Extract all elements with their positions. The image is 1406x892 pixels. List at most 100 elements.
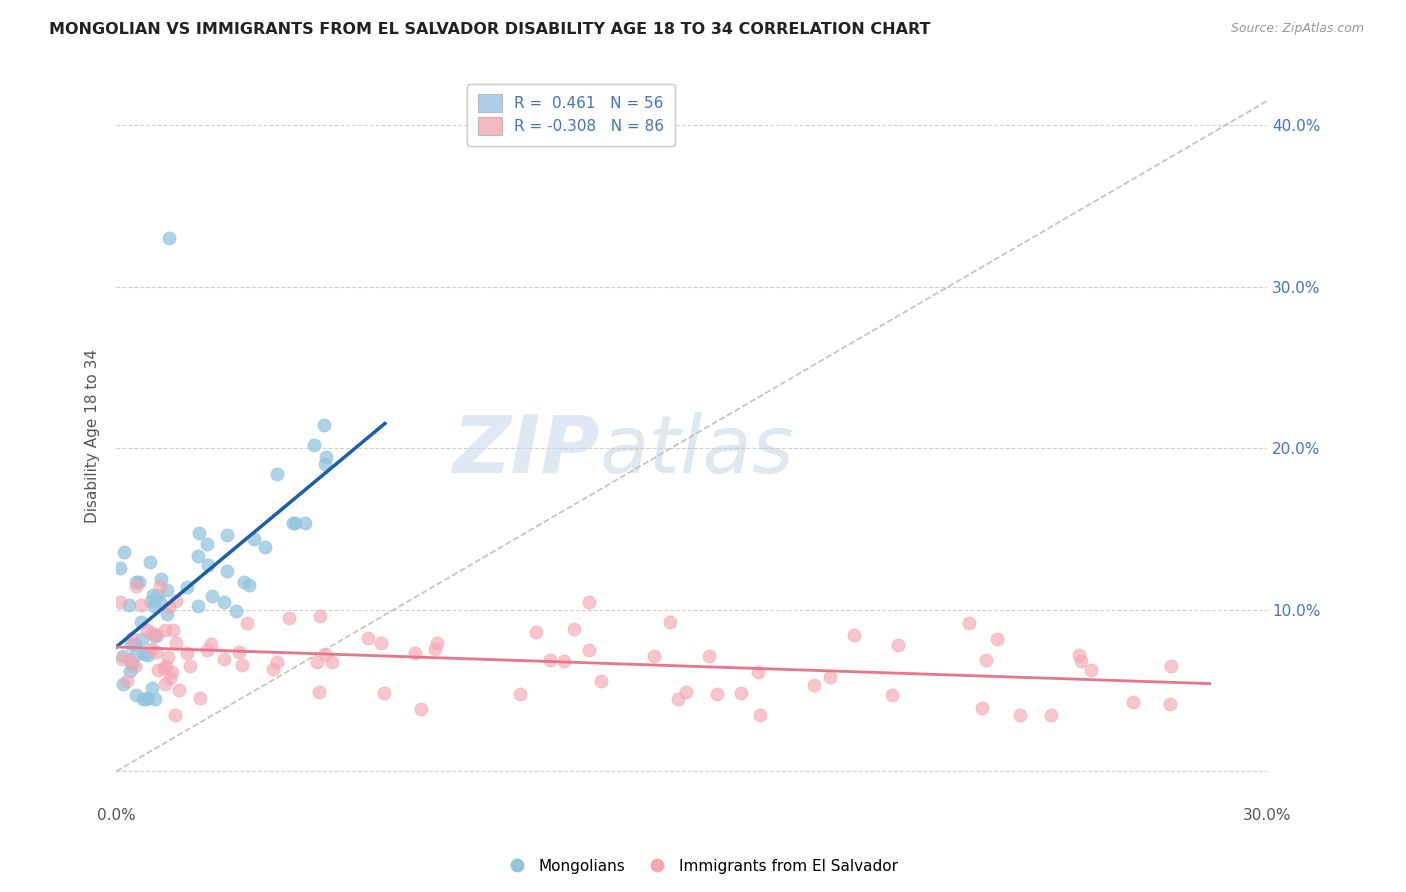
Point — [157, 599, 180, 614]
Point — [108, 561, 131, 575]
Point — [524, 624, 547, 639]
Point — [314, 417, 336, 432]
Point — [155, 658, 177, 673]
Point — [228, 645, 250, 659]
Point — [803, 678, 825, 692]
Point — [156, 649, 179, 664]
Point — [747, 665, 769, 680]
Point — [266, 467, 288, 482]
Point — [197, 558, 219, 573]
Point — [129, 615, 152, 629]
Point — [976, 653, 998, 667]
Point — [124, 637, 146, 651]
Point — [114, 545, 136, 559]
Point — [262, 662, 284, 676]
Point — [146, 663, 169, 677]
Point — [212, 651, 235, 665]
Point — [136, 623, 159, 637]
Point — [125, 578, 148, 592]
Point — [1080, 663, 1102, 677]
Point — [156, 607, 179, 622]
Point — [187, 599, 209, 613]
Point — [125, 689, 148, 703]
Point — [187, 549, 209, 563]
Point — [115, 674, 138, 689]
Point — [169, 683, 191, 698]
Point — [136, 691, 159, 706]
Point — [404, 646, 426, 660]
Point — [236, 616, 259, 631]
Text: ZIP: ZIP — [453, 412, 600, 490]
Y-axis label: Disability Age 18 to 34: Disability Age 18 to 34 — [86, 349, 100, 523]
Point — [643, 648, 665, 663]
Point — [314, 647, 336, 661]
Point — [146, 628, 169, 642]
Point — [165, 594, 187, 608]
Point — [880, 688, 903, 702]
Point — [117, 598, 139, 612]
Point — [243, 533, 266, 547]
Point — [309, 608, 332, 623]
Point — [423, 641, 446, 656]
Point — [128, 575, 150, 590]
Point — [283, 516, 305, 531]
Point — [121, 632, 143, 646]
Point — [231, 658, 253, 673]
Point — [706, 687, 728, 701]
Point — [1040, 707, 1063, 722]
Point — [149, 578, 172, 592]
Point — [217, 527, 239, 541]
Point — [357, 631, 380, 645]
Point — [179, 659, 201, 673]
Point — [195, 537, 218, 551]
Point — [578, 643, 600, 657]
Point — [591, 673, 613, 688]
Point — [373, 686, 395, 700]
Point — [509, 687, 531, 701]
Point — [176, 646, 198, 660]
Point — [562, 623, 585, 637]
Point — [159, 671, 181, 685]
Point — [153, 661, 176, 675]
Point — [1070, 654, 1092, 668]
Point — [578, 595, 600, 609]
Point — [1008, 707, 1031, 722]
Point — [160, 665, 183, 679]
Point — [294, 516, 316, 530]
Point — [120, 652, 142, 666]
Point — [305, 656, 328, 670]
Point — [1067, 648, 1090, 662]
Point — [125, 574, 148, 589]
Point — [120, 664, 142, 678]
Point — [200, 638, 222, 652]
Point — [315, 450, 337, 465]
Point — [132, 648, 155, 662]
Point — [188, 526, 211, 541]
Point — [215, 564, 238, 578]
Point — [131, 632, 153, 646]
Point — [156, 582, 179, 597]
Point — [141, 681, 163, 696]
Point — [153, 677, 176, 691]
Point — [176, 580, 198, 594]
Point — [111, 648, 134, 663]
Point — [426, 636, 449, 650]
Point — [149, 595, 172, 609]
Point — [232, 574, 254, 589]
Point — [145, 589, 167, 603]
Point — [141, 642, 163, 657]
Point — [820, 670, 842, 684]
Point — [159, 231, 181, 245]
Point — [659, 615, 682, 630]
Point — [131, 598, 153, 612]
Point — [970, 701, 993, 715]
Point — [141, 594, 163, 608]
Text: Source: ZipAtlas.com: Source: ZipAtlas.com — [1230, 22, 1364, 36]
Point — [124, 659, 146, 673]
Point — [1122, 695, 1144, 709]
Point — [111, 651, 134, 665]
Point — [730, 686, 752, 700]
Point — [308, 685, 330, 699]
Point — [143, 628, 166, 642]
Point — [153, 624, 176, 638]
